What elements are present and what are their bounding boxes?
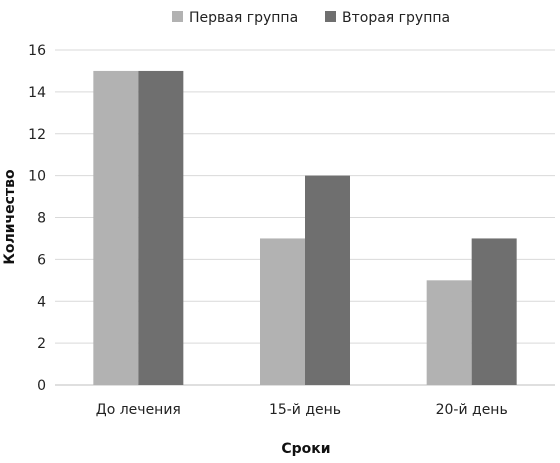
bar-series-1-3 — [426, 280, 472, 385]
y-axis-title: Количество — [2, 169, 18, 265]
x-axis-title: Сроки — [281, 441, 330, 457]
legend-label-series-1: Первая группа — [189, 10, 298, 26]
x-tick-label: До лечения — [96, 402, 181, 418]
bar-series-2-2 — [305, 175, 350, 385]
legend-swatch-series-1 — [172, 11, 183, 22]
y-axis-ticks: 0 2 4 6 8 10 12 14 16 — [28, 43, 46, 394]
bar-series-1-2 — [260, 238, 305, 385]
legend-swatch-series-2 — [325, 11, 336, 22]
y-tick-label: 10 — [28, 169, 46, 185]
y-tick-label: 14 — [28, 85, 46, 101]
y-tick-label: 4 — [37, 294, 46, 310]
x-tick-label: 15-й день — [269, 402, 341, 418]
y-tick-label: 12 — [28, 127, 46, 143]
bar-series-1-1 — [93, 70, 139, 385]
y-tick-label: 0 — [37, 378, 46, 394]
bars — [93, 70, 517, 385]
y-tick-label: 6 — [37, 252, 46, 268]
y-tick-label: 8 — [37, 211, 46, 227]
legend: Первая группа Вторая группа — [172, 10, 450, 26]
x-axis-ticks: До лечения 15-й день 20-й день — [96, 402, 508, 418]
y-tick-label: 2 — [37, 336, 46, 352]
bar-series-2-1 — [138, 70, 184, 385]
y-tick-label: 16 — [28, 43, 46, 59]
bar-series-2-3 — [471, 238, 517, 385]
legend-label-series-2: Вторая группа — [342, 10, 450, 26]
x-tick-label: 20-й день — [436, 402, 508, 418]
